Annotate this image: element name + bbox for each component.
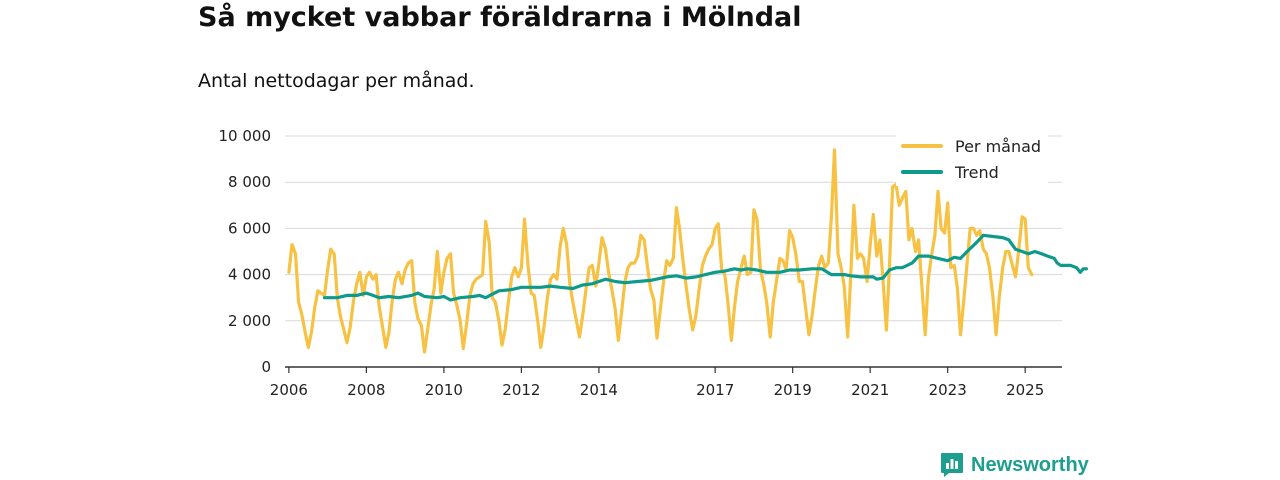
y-tick-label: 6 000 [228,219,271,237]
x-tick-label: 2008 [347,381,385,399]
x-tick-label: 2010 [425,381,463,399]
legend-background [896,132,1048,186]
x-tick-label: 2023 [929,381,967,399]
brand-name: Newsworthy [971,453,1089,476]
x-axis-ticks: 2006 2008 2010 2012 2014 2017 2019 2021 2023 2025 [270,367,1044,399]
legend-label-trend: Trend [954,163,999,182]
chart-subtitle: Antal nettodagar per månad. [198,70,475,92]
x-tick-label: 2019 [774,381,812,399]
newsworthy-logo-icon [941,453,963,477]
series-lines [287,148,1088,354]
chart-title: Så mycket vabbar föräldrarna i Mölndal [198,2,802,33]
series-line-trend [322,233,1088,302]
y-tick-label: 2 000 [228,312,271,330]
series-line-per-manad [287,148,1034,354]
x-tick-label: 2021 [851,381,889,399]
legend: Per månad Trend [896,132,1048,186]
x-tick-label: 2012 [502,381,540,399]
y-tick-label: 4 000 [228,266,271,284]
x-tick-label: 2017 [696,381,734,399]
y-tick-label: 10 000 [219,127,272,145]
x-tick-label: 2006 [270,381,308,399]
newsworthy-brand[interactable]: Newsworthy [940,452,1089,478]
x-tick-label: 2014 [580,381,618,399]
y-axis-tick-labels: 0 2 000 4 000 6 000 8 000 10 000 [219,127,272,376]
legend-label-per-manad: Per månad [955,137,1041,156]
y-tick-label: 0 [261,358,271,376]
y-tick-label: 8 000 [228,173,271,191]
x-tick-label: 2025 [1006,381,1044,399]
